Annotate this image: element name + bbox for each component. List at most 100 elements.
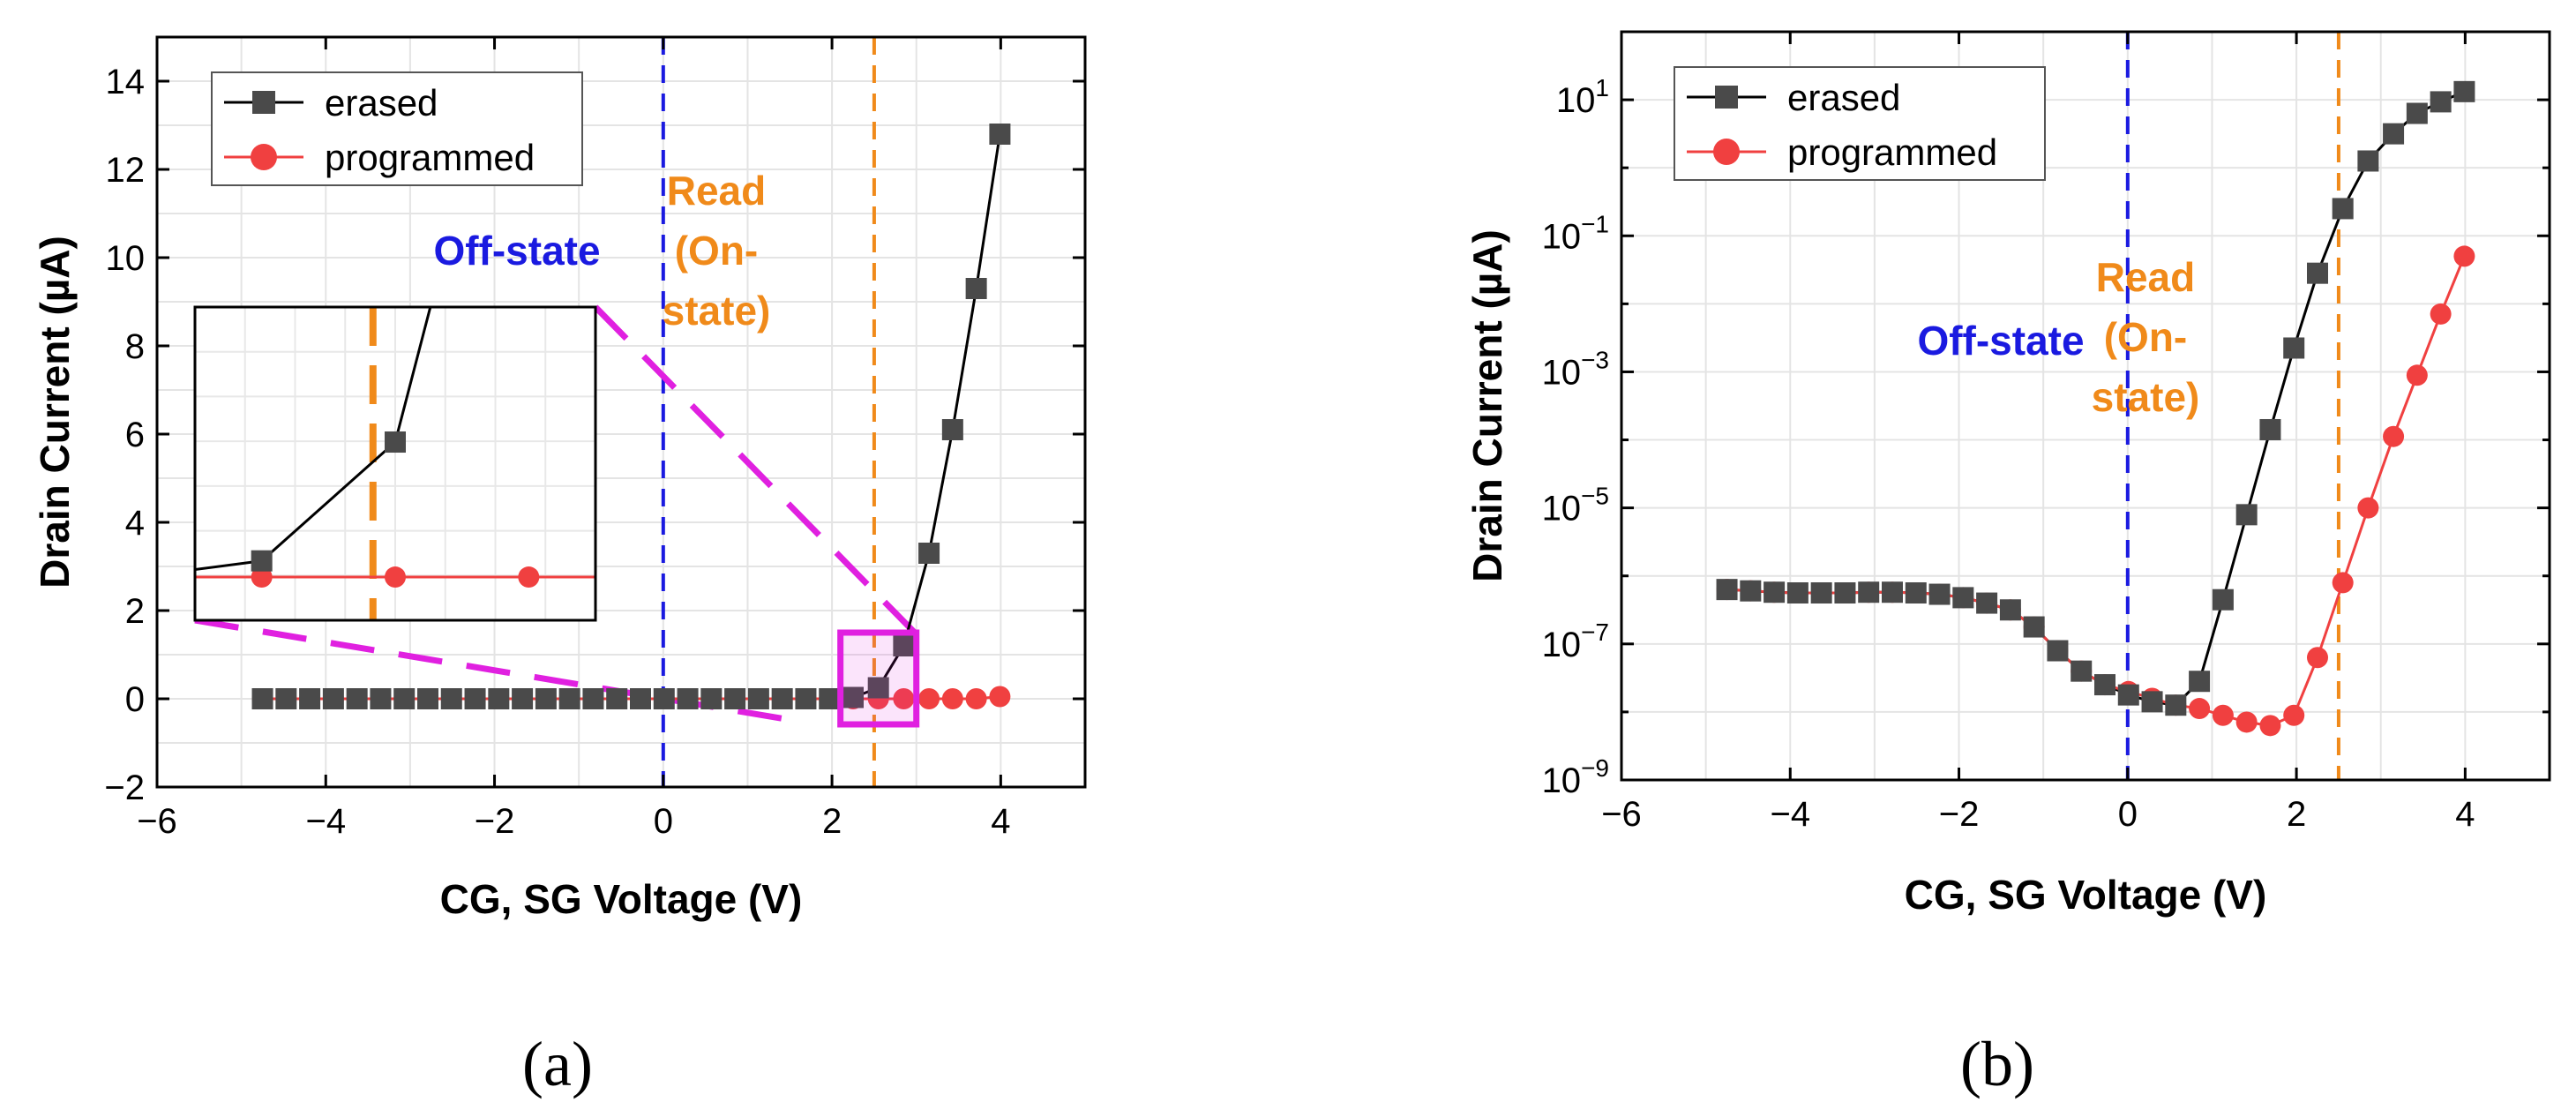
inset-point-erased	[385, 431, 406, 454]
legend-a-erased: erased	[325, 82, 438, 124]
data-point-programmed	[2406, 364, 2428, 386]
inset-point-programmed	[518, 566, 540, 588]
data-point-erased	[842, 686, 864, 708]
chart-b-y-axis: 10−9 10−7 10−5 10−3 10−1 101	[1542, 30, 2550, 800]
y-tick-label: 10−3	[1542, 346, 1609, 392]
data-point-erased	[2165, 694, 2187, 716]
chart-b-offstate-label: Off-state	[1917, 318, 2084, 364]
inset-series-line-programmed	[195, 575, 595, 579]
legend-b-programmed-marker	[1713, 139, 1740, 165]
chart-a-offstate-label: Off-state	[433, 228, 600, 274]
inset-point-erased	[126, 566, 147, 588]
data-point-erased	[2212, 588, 2234, 611]
data-point-erased	[747, 688, 769, 709]
inset-frame	[193, 305, 597, 622]
data-point-erased	[1905, 582, 1927, 603]
data-point-erased	[965, 278, 987, 299]
inset-point-programmed	[251, 566, 273, 588]
data-point-erased	[416, 688, 438, 709]
data-point-erased	[606, 688, 628, 709]
data-point-erased	[771, 688, 793, 709]
chart-b-x-axis: −6 −4 −2 0 2 4	[1601, 32, 2475, 834]
data-point-programmed	[989, 686, 1011, 708]
data-point-programmed	[2332, 572, 2354, 594]
chart-b-ylabel: Drain Current (µA)	[1464, 229, 1510, 582]
x-tick-label: 4	[2455, 795, 2475, 834]
x-tick-label: −4	[305, 802, 346, 841]
chart-a-ylabel: Drain Current (µA)	[32, 236, 78, 588]
data-point-erased	[1716, 579, 1738, 601]
data-point-erased	[2307, 262, 2328, 284]
chart-a-x-axis: −6 −4 −2 0 2 4	[137, 37, 1010, 841]
x-tick-label: −2	[475, 802, 515, 841]
x-tick-label: 0	[654, 802, 673, 841]
data-point-erased	[2383, 123, 2405, 145]
data-point-erased	[867, 677, 889, 699]
data-point-erased	[2235, 504, 2258, 526]
chart-a-read-label-1: Read	[667, 168, 766, 214]
y-tick-label: 6	[125, 416, 145, 454]
chart-b-plot	[1716, 80, 2475, 737]
chart-a-legend: erased programmed	[211, 71, 583, 186]
y-tick-label: 10	[106, 239, 146, 278]
x-tick-label: −4	[1770, 795, 1810, 834]
y-tick-label: 10−1	[1542, 210, 1609, 256]
data-point-programmed	[941, 688, 963, 709]
data-point-programmed	[2430, 303, 2452, 325]
chart-b-vlines	[2125, 32, 2340, 780]
data-point-programmed	[2453, 245, 2475, 267]
data-point-programmed	[2283, 704, 2305, 726]
data-point-erased	[653, 688, 675, 709]
data-point-erased	[2357, 150, 2379, 172]
data-point-erased	[2453, 80, 2475, 102]
x-tick-label: 2	[822, 802, 842, 841]
panel-label-a: (a)	[522, 1029, 593, 1099]
legend-b-erased-marker	[1715, 86, 1738, 109]
inset-plot	[126, 307, 595, 620]
data-point-erased	[2430, 91, 2452, 113]
data-point-erased	[322, 688, 344, 709]
x-tick-label: 2	[2287, 795, 2306, 834]
data-point-programmed	[2189, 698, 2211, 720]
series-line-programmed	[1726, 255, 2466, 727]
data-point-erased	[370, 688, 392, 709]
data-point-erased	[464, 688, 486, 709]
data-point-programmed	[2212, 704, 2234, 726]
data-point-erased	[558, 688, 580, 709]
data-point-erased	[893, 635, 915, 656]
y-tick-label: 10−7	[1542, 618, 1609, 664]
data-point-erased	[819, 688, 841, 709]
x-tick-label: −2	[1939, 795, 1980, 834]
data-point-erased	[535, 688, 557, 709]
y-tick-label: 8	[125, 327, 145, 366]
chart-a-plot	[251, 124, 1011, 728]
data-point-erased	[440, 688, 462, 709]
data-point-erased	[2093, 674, 2115, 696]
data-point-erased	[1764, 581, 1786, 603]
data-point-erased	[1786, 582, 1808, 603]
data-point-erased	[1810, 582, 1832, 603]
data-point-programmed	[2357, 497, 2379, 519]
data-point-erased	[1858, 581, 1880, 603]
data-point-erased	[275, 688, 297, 709]
data-point-erased	[2023, 616, 2045, 638]
inset-point-erased	[251, 550, 273, 572]
zoom-box	[837, 629, 920, 728]
y-tick-label: 10−9	[1542, 754, 1609, 800]
data-point-programmed	[2383, 425, 2405, 447]
inset-point-programmed	[385, 566, 406, 588]
legend-a-programmed: programmed	[325, 137, 535, 178]
data-point-programmed	[2259, 715, 2281, 737]
data-point-erased	[2117, 684, 2139, 706]
data-point-erased	[724, 688, 746, 709]
chart-a-vlines	[661, 37, 876, 787]
chart-b-read-label-3: state)	[2092, 374, 2200, 420]
data-point-programmed	[893, 688, 915, 709]
chart-a: −6 −4 −2 0 2 4 −2 0 2 4 6 8 10 12 14 CG, SG Voltage (…	[32, 35, 1087, 922]
legend-b-programmed: programmed	[1787, 131, 1997, 173]
data-point-erased	[2259, 418, 2281, 440]
chart-a-inset	[126, 305, 597, 622]
data-point-erased	[1928, 583, 1951, 605]
data-point-erased	[1740, 580, 1762, 602]
